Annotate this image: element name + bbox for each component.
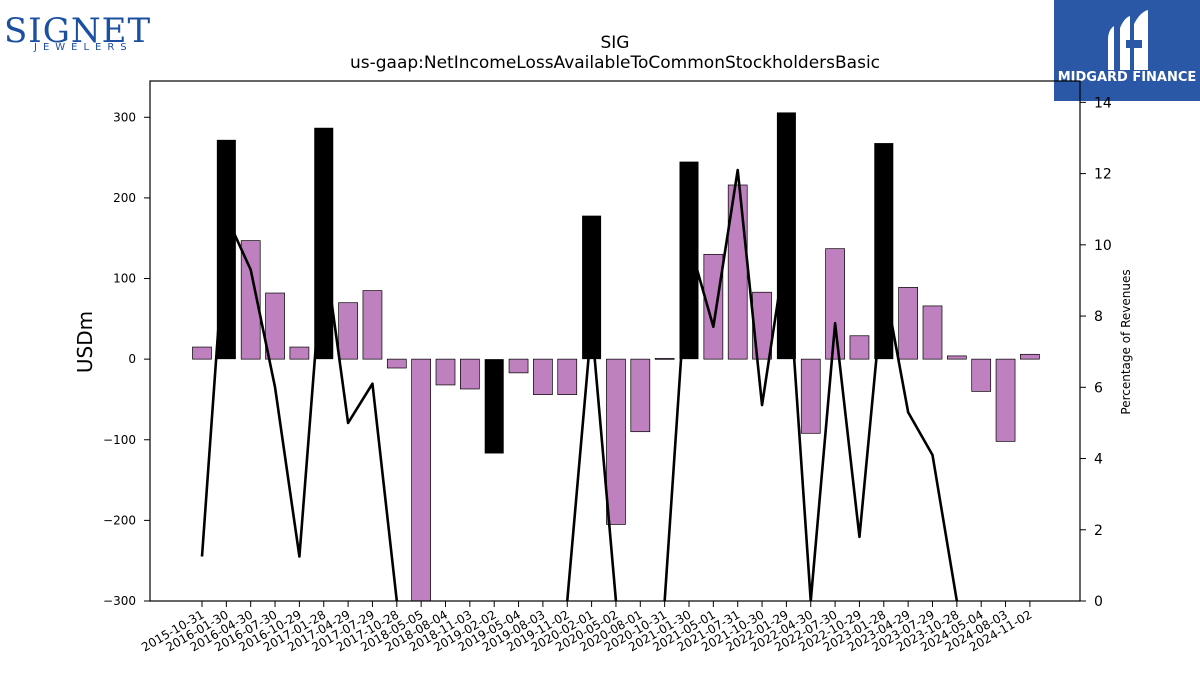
quarterly-bar [971,358,992,392]
annual-bar [216,139,236,360]
chart-title: SIG [601,33,630,53]
quarterly-bar [800,358,821,434]
midgard-mark-icon [1108,10,1148,70]
midgard-logo-text: MIDGARD FINANCE [1058,70,1197,85]
quarterly-bar [995,358,1016,442]
quarterly-bar [460,358,480,390]
line-layer [200,168,959,601]
quarterly-bar [240,240,261,360]
bars-layer [192,112,1040,602]
quarterly-bar [849,335,870,360]
y2-tick-label: 2 [1094,523,1103,539]
x-ticks: 2015-10-312016-01-302016-04-302016-07-30… [139,601,1034,654]
percentage-line [663,168,959,601]
quarterly-bar [825,248,845,360]
quarterly-bar [533,358,553,395]
percentage-line [200,215,399,601]
signet-logo-sub: JEWELERS [33,42,133,53]
quarterly-bar [606,358,626,525]
y-tick-label: 0 [128,352,136,366]
annual-bar [484,359,504,454]
quarterly-bar [703,253,724,360]
signet-logo-word: SIGNET [4,11,151,51]
quarterly-bar [1020,353,1040,360]
plot-frame [149,80,1081,602]
y2-tick-label: 10 [1094,238,1112,254]
y-tick-label: 300 [113,110,136,124]
y-tick-label: −200 [103,513,136,527]
percentage-line [565,321,618,601]
annual-bar [776,112,796,360]
quarterly-bar [289,346,310,360]
y-ticks: −300 −200 −100 0 100 200 300 [103,110,150,608]
quarterly-bar [922,305,943,360]
quarterly-bar [435,358,456,386]
midgard-logo: MIDGARD FINANCE [1054,0,1200,101]
quarterly-bar [386,358,407,369]
quarterly-bar [362,290,383,360]
y2-tick-label: 8 [1094,309,1103,325]
y2-tick-label: 14 [1094,95,1112,111]
quarterly-bar [557,358,578,395]
y2-ticks: 0 2 4 6 8 10 12 14 [1080,95,1112,610]
y2-tick-label: 0 [1094,594,1103,610]
chart-subtitle: us-gaap:NetIncomeLossAvailableToCommonSt… [350,53,880,73]
y2-tick-label: 6 [1094,380,1103,396]
quarterly-bar [654,357,675,360]
quarterly-bar [265,292,285,360]
y-axis-label: USDm [73,311,97,373]
signet-logo: SIGNET JEWELERS [4,11,151,53]
y-tick-label: 200 [113,191,136,205]
quarterly-bar [508,358,529,374]
annual-bar [582,215,602,360]
y2-tick-label: 4 [1094,452,1103,468]
quarterly-bar [338,302,358,360]
quarterly-bar [192,346,212,360]
quarterly-bar [898,287,919,360]
quarterly-bar [411,358,431,602]
y-tick-label: 100 [113,272,136,286]
quarterly-bar [946,355,967,360]
y2-tick-label: 12 [1094,167,1112,183]
quarterly-bar [630,358,651,433]
y-tick-label: −100 [103,433,136,447]
annual-bar [874,143,894,360]
y-tick-label: −300 [103,594,136,608]
y2-axis-label: Percentage of Revenues [1119,269,1133,414]
